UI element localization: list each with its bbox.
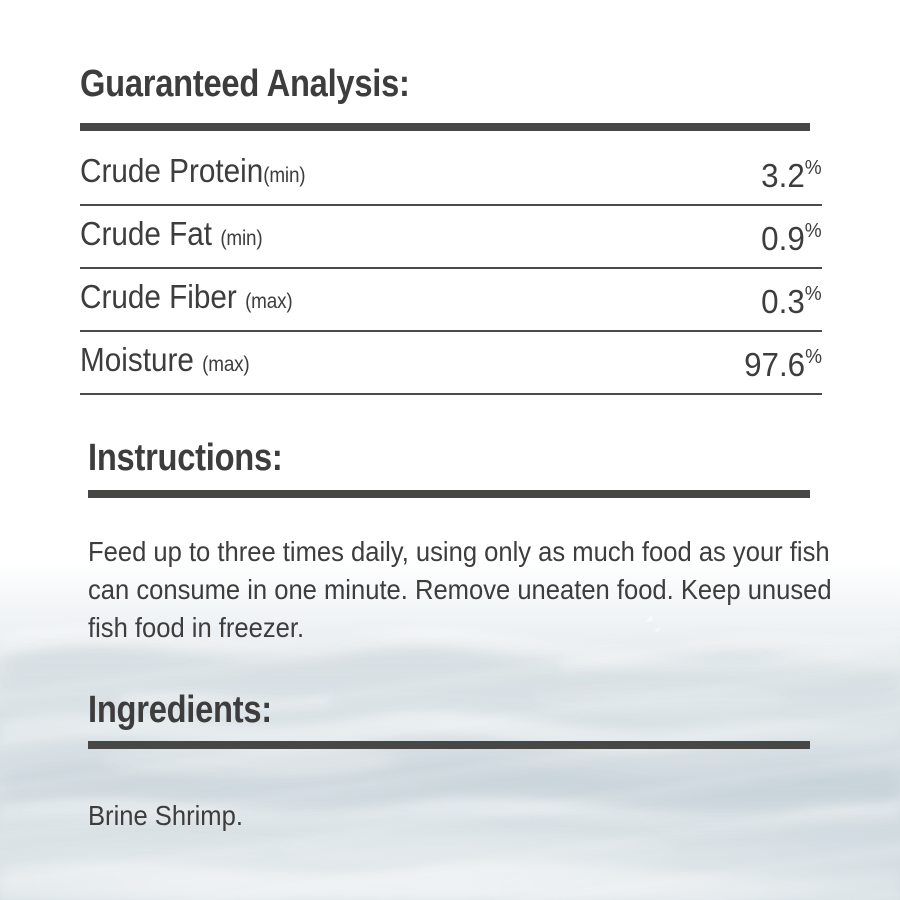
instructions-heading-rule (88, 490, 810, 498)
nutrient-name: Crude Fat (min) (80, 215, 263, 256)
nutrient-amount: 97.6 (744, 346, 806, 383)
nutrient-name: Moisture (max) (80, 343, 250, 382)
table-row: Crude Fiber (max) 0.3% (80, 269, 822, 332)
percent-symbol: % (805, 283, 822, 305)
guaranteed-analysis-heading: Guaranteed Analysis: (80, 63, 410, 105)
percent-symbol: % (805, 346, 822, 368)
nutrient-label: Moisture (80, 341, 203, 378)
nutrient-value: 3.2% (761, 157, 822, 194)
nutrient-value: 0.9% (761, 220, 822, 257)
ingredients-heading: Ingredients: (88, 689, 272, 731)
percent-symbol: % (805, 220, 822, 242)
guaranteed-analysis-table: Crude Protein(min) 3.2% Crude Fat (min) … (80, 143, 822, 395)
row-divider (80, 393, 822, 395)
row-divider (80, 204, 822, 206)
nutrient-qualifier: (min) (220, 227, 263, 250)
nutrient-value: 0.3% (761, 283, 822, 320)
table-row: Crude Fat (min) 0.9% (80, 206, 822, 269)
nutrient-amount: 0.3 (761, 283, 806, 320)
row-divider (80, 330, 822, 332)
row-divider (80, 267, 822, 269)
table-row: Moisture (max) 97.6% (80, 332, 822, 395)
nutrient-amount: 0.9 (761, 220, 806, 257)
water-sheen-overlay (0, 640, 900, 900)
guaranteed-analysis-heading-rule (80, 123, 810, 131)
nutrient-label: Crude Fat (80, 215, 221, 252)
nutrient-amount: 3.2 (761, 157, 806, 194)
nutrient-name: Crude Protein(min) (80, 152, 306, 193)
ingredients-body-text: Brine Shrimp. (88, 800, 243, 831)
nutrient-label: Crude Protein (80, 152, 264, 189)
nutrient-value: 97.6% (744, 346, 822, 383)
nutrient-qualifier: (max) (202, 353, 250, 376)
instructions-body-text: Feed up to three times daily, using only… (88, 536, 832, 643)
nutrient-name: Crude Fiber (max) (80, 278, 293, 319)
nutrient-qualifier: (min) (263, 164, 306, 187)
nutrient-qualifier: (max) (245, 290, 293, 313)
percent-symbol: % (805, 157, 822, 179)
ingredients-heading-rule (88, 741, 810, 749)
instructions-heading: Instructions: (88, 437, 283, 479)
nutrient-label: Crude Fiber (80, 278, 246, 315)
table-row: Crude Protein(min) 3.2% (80, 143, 822, 206)
